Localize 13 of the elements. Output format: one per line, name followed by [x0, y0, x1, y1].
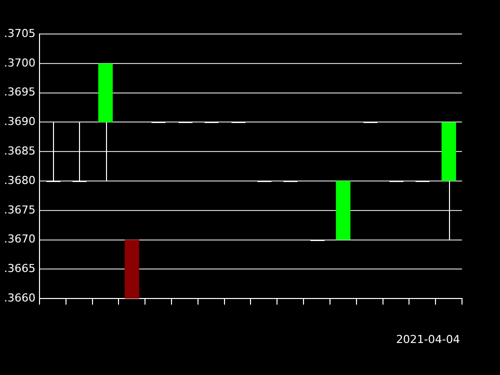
y-tick-label: .3705: [4, 26, 36, 40]
y-tick-label: .3680: [4, 174, 36, 187]
y-tick-label: .3690: [4, 115, 36, 128]
candlestick: [72, 122, 87, 182]
text: 2021-04-04: [396, 332, 460, 346]
y-tick-label: .3665: [4, 262, 36, 276]
y-tick-label: .3670: [4, 232, 36, 246]
y-tick-label: .3700: [4, 56, 36, 70]
candlestick: [46, 122, 61, 182]
y-tick-label: .3675: [4, 203, 36, 216]
y-tick-label: .3695: [4, 86, 36, 99]
y-tick-label: .3685: [4, 144, 36, 158]
y-tick-label: .3660: [4, 291, 36, 304]
